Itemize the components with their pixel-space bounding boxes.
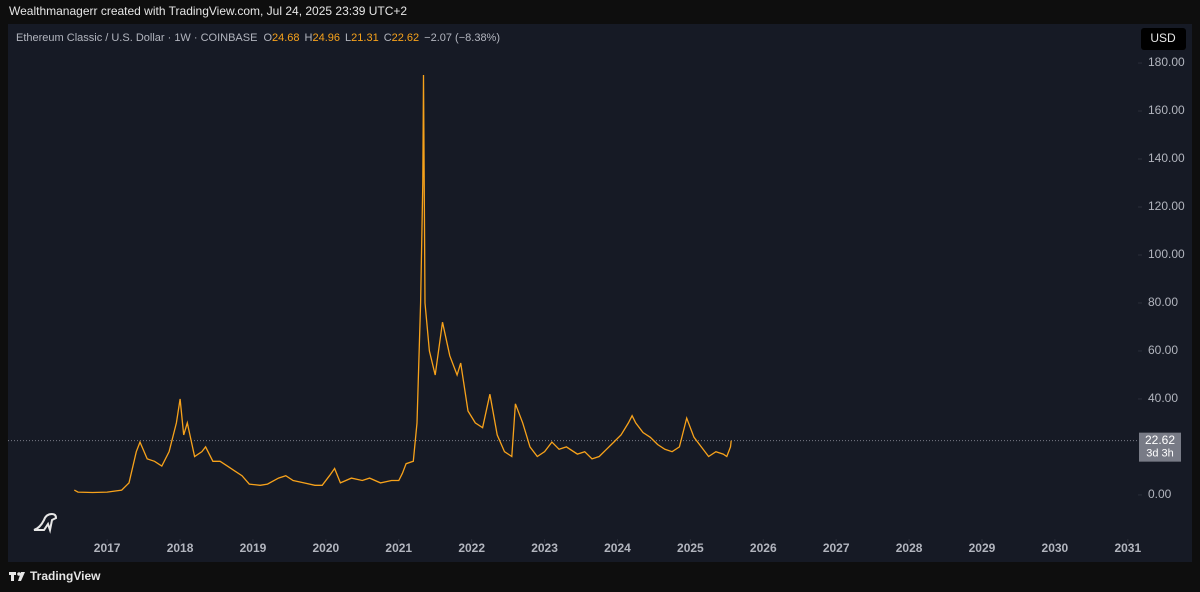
x-tick-label: 2021 <box>385 541 412 555</box>
footer-logo <box>9 572 25 581</box>
x-tick-label: 2018 <box>167 541 194 555</box>
ohlc-value: 24.96 <box>313 32 341 44</box>
x-tick-label: 2026 <box>750 541 777 555</box>
y-tick-label: 40.00 <box>1148 391 1178 405</box>
price-line-series <box>73 74 732 494</box>
chart-panel <box>8 24 1192 562</box>
price-label: 22.62 <box>1145 433 1175 447</box>
ohlc-value: 24.68 <box>272 32 300 44</box>
currency: USD <box>1150 31 1176 45</box>
y-tick-label: 140.00 <box>1148 151 1185 165</box>
x-tick-label: 2019 <box>240 541 267 555</box>
x-tick-label: 2025 <box>677 541 704 555</box>
watermark: TradingView <box>30 569 101 583</box>
price-label-box <box>1139 432 1181 462</box>
y-tick-label: 80.00 <box>1148 295 1178 309</box>
y-tick-label: 180.00 <box>1148 55 1185 69</box>
y-tick-label: 0.00 <box>1148 487 1172 501</box>
x-tick-label: 2027 <box>823 541 850 555</box>
x-tick-label: 2017 <box>94 541 121 555</box>
ohlc-label: C <box>384 32 392 44</box>
currency-button[interactable] <box>1141 28 1186 50</box>
x-tick-label: 2028 <box>896 541 923 555</box>
ohlc-label: O <box>263 32 272 44</box>
y-tick-label: 60.00 <box>1148 343 1178 357</box>
y-tick-label: 120.00 <box>1148 199 1185 213</box>
logo-mark <box>33 512 58 534</box>
y-tick-label: 160.00 <box>1148 103 1185 117</box>
x-tick-label: 2023 <box>531 541 558 555</box>
symbol-title: Ethereum Classic / U.S. Dollar · 1W · CO… <box>16 32 257 44</box>
x-tick-label: 2024 <box>604 541 631 555</box>
x-tick-label: 2022 <box>458 541 485 555</box>
x-tick-label: 2031 <box>1114 541 1141 555</box>
ohlc-label: H <box>305 32 313 44</box>
ohlc-value: 21.31 <box>351 32 379 44</box>
ohlc-value: 22.62 <box>392 32 420 44</box>
countdown: 3d 3h <box>1146 448 1174 460</box>
attribution: Wealthmanagerr created with TradingView.… <box>9 4 407 18</box>
x-tick-label: 2029 <box>969 541 996 555</box>
x-tick-label: 2020 <box>313 541 340 555</box>
x-tick-label: 2030 <box>1042 541 1069 555</box>
y-tick-label: 100.00 <box>1148 247 1185 261</box>
ohlc-label: L <box>345 32 351 44</box>
legend: Ethereum Classic / U.S. Dollar · 1W · CO… <box>16 32 500 44</box>
change: −2.07 (−8.38%) <box>424 32 500 44</box>
